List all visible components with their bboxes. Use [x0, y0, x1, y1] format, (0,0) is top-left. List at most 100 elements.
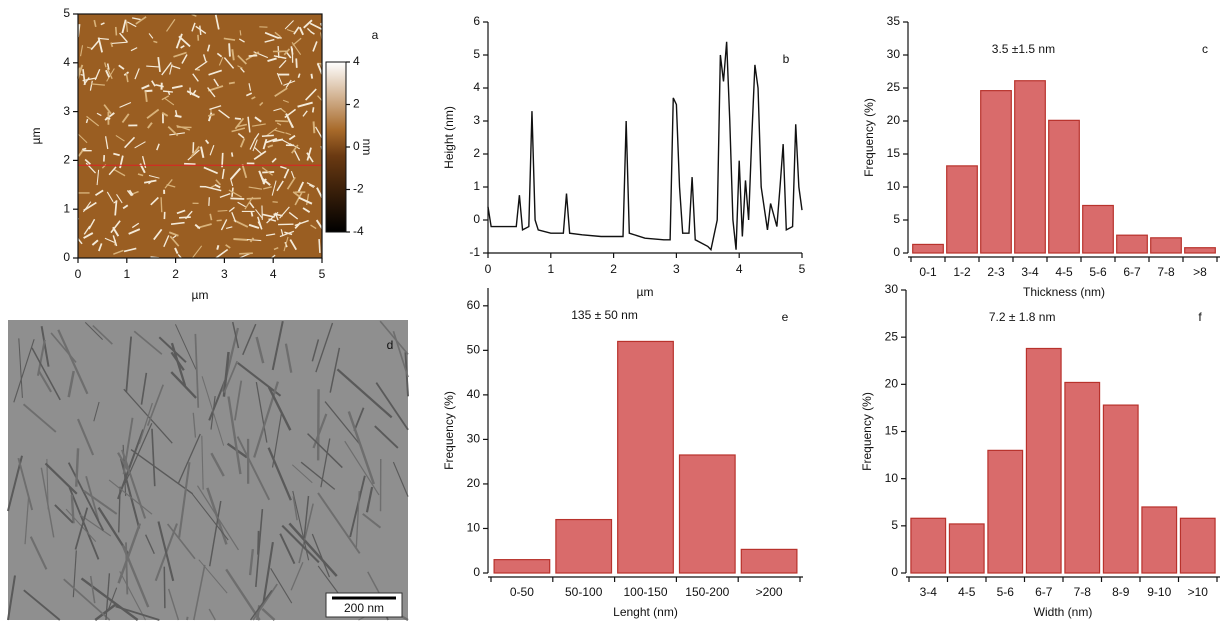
fibril [261, 607, 276, 621]
x-tick-label: 3-4 [1021, 265, 1039, 279]
fibril [274, 87, 288, 97]
bar [910, 517, 947, 574]
fibril [77, 133, 88, 144]
fibril [229, 167, 242, 181]
colorbar-tick-label: -4 [353, 224, 364, 238]
fibril [306, 182, 315, 188]
fibril [237, 201, 246, 208]
fibril [162, 90, 173, 93]
x-tick-label: 4 [270, 267, 277, 281]
fibril [312, 121, 316, 134]
panel-letter: f [1198, 310, 1202, 324]
fibril [194, 333, 200, 408]
fibril [207, 113, 215, 117]
fibril [317, 95, 323, 101]
fibril [94, 68, 101, 81]
fibril [151, 80, 156, 87]
fibril [298, 26, 305, 36]
annotation: 7.2 ± 1.8 nm [989, 310, 1056, 324]
fibril [215, 248, 229, 259]
fibril [238, 38, 245, 43]
fibril [311, 339, 320, 362]
fibril [144, 91, 148, 103]
fibril [210, 452, 225, 477]
fibril [265, 127, 278, 137]
fibril [255, 381, 268, 443]
fibril [309, 22, 323, 30]
fibril [46, 458, 49, 510]
fibril [13, 339, 35, 403]
fibril [174, 324, 197, 370]
fibril [178, 433, 201, 484]
fibril [283, 168, 290, 179]
fibril [302, 110, 308, 117]
y-axis-label: Frequency (%) [860, 392, 874, 471]
x-tick-label: 5-6 [1089, 265, 1107, 279]
fibril [166, 523, 196, 560]
fibril [250, 211, 254, 217]
fibril [186, 616, 189, 621]
fibril [267, 144, 274, 149]
fibril [282, 99, 289, 103]
fibril [89, 80, 93, 91]
fibril [273, 107, 282, 112]
fibril [138, 402, 153, 445]
fibril [208, 379, 227, 421]
fibril [280, 229, 284, 237]
fibril [189, 87, 192, 96]
fibril [209, 213, 213, 221]
fibril [239, 138, 246, 148]
fibril [74, 507, 89, 550]
fibril [288, 134, 296, 141]
fibril [271, 321, 284, 371]
fibril [283, 236, 289, 252]
fibril [82, 147, 87, 151]
colorbar [325, 61, 347, 233]
fibril [192, 73, 199, 82]
fibril [57, 329, 89, 395]
x-tick-label: 2-3 [987, 265, 1005, 279]
fibril [255, 508, 264, 587]
fibril [314, 126, 323, 139]
y-tick-label: 25 [887, 80, 901, 94]
fibril [288, 211, 299, 220]
y-tick-label: 50 [467, 343, 481, 357]
y-tick-label: 0 [891, 565, 898, 579]
fibril [80, 577, 139, 621]
fibril [113, 249, 124, 255]
fibril [344, 440, 380, 496]
fibril [347, 411, 376, 485]
fibril [237, 54, 247, 65]
x-tick-label: 5-6 [997, 585, 1015, 599]
fibril [108, 166, 117, 176]
annotation: 135 ± 50 nm [571, 308, 638, 322]
fibril [267, 57, 277, 62]
fibril [297, 73, 301, 79]
fibril [217, 209, 228, 212]
fibril [303, 495, 310, 538]
panel-letter: b [783, 52, 790, 66]
fibril [192, 412, 197, 438]
fibril [17, 457, 34, 511]
fibril [216, 244, 220, 250]
fibril [146, 384, 164, 426]
fibril [44, 462, 78, 495]
fibril [208, 69, 222, 76]
fibril [106, 117, 111, 120]
fibril [161, 95, 170, 101]
fibril [305, 193, 310, 206]
fibril [94, 602, 118, 621]
fibril [247, 116, 251, 133]
fibril [161, 62, 172, 76]
fibril [267, 386, 292, 431]
fibril [227, 396, 242, 475]
fibril [160, 197, 163, 213]
fibril [276, 122, 282, 126]
fibril [279, 230, 295, 238]
x-tick-label: 3 [221, 267, 228, 281]
fibril [225, 226, 233, 229]
fibril [292, 37, 302, 46]
fibril [174, 114, 182, 118]
fibril [317, 492, 361, 554]
fibril [284, 108, 297, 119]
